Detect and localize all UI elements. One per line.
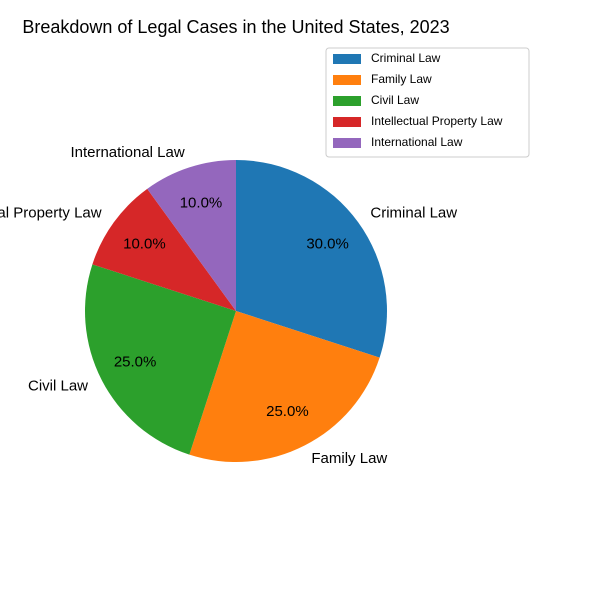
slice-label-family-law: Family Law <box>311 450 387 467</box>
legend-swatch-criminal-law <box>333 54 361 64</box>
pie-slice-international-law <box>147 160 236 311</box>
legend-swatch-family-law <box>333 75 361 85</box>
pie-slices <box>85 160 387 462</box>
slice-pct-international-law: 10.0% <box>180 194 223 211</box>
legend-label-intellectual-property-law: Intellectual Property Law <box>371 114 503 128</box>
pie-slice-civil-law <box>85 264 236 455</box>
chart-title: Breakdown of Legal Cases in the United S… <box>22 17 449 37</box>
slice-pct-family-law: 25.0% <box>266 403 309 420</box>
pie-slice-family-law <box>189 311 380 462</box>
slice-label-intellectual-property-law: Intellectual Property Law <box>0 204 102 221</box>
legend-swatch-international-law <box>333 138 361 148</box>
slice-pct-civil-law: 25.0% <box>114 353 157 370</box>
legend-label-civil-law: Civil Law <box>371 93 419 107</box>
legend-label-criminal-law: Criminal Law <box>371 51 441 65</box>
slice-label-criminal-law: Criminal Law <box>370 204 457 221</box>
legend-swatch-civil-law <box>333 96 361 106</box>
pie-slice-intellectual-property-law <box>92 188 236 311</box>
pie-slice-criminal-law <box>236 160 387 358</box>
slice-label-civil-law: Civil Law <box>28 377 88 394</box>
slice-pct-criminal-law: 30.0% <box>306 235 349 252</box>
slice-pct-intellectual-property-law: 10.0% <box>123 235 166 252</box>
slice-label-international-law: International Law <box>70 144 184 161</box>
legend: Criminal Law Family Law Civil Law Intellect… <box>325 47 530 158</box>
pie-labels: Criminal Law 30.0% Family Law 25.0% Civil La… <box>0 144 457 467</box>
legend-label-family-law: Family Law <box>371 72 432 86</box>
legend-frame <box>325 47 530 158</box>
legend-swatch-intellectual-property-law <box>333 117 361 127</box>
legend-label-international-law: International Law <box>371 135 463 149</box>
